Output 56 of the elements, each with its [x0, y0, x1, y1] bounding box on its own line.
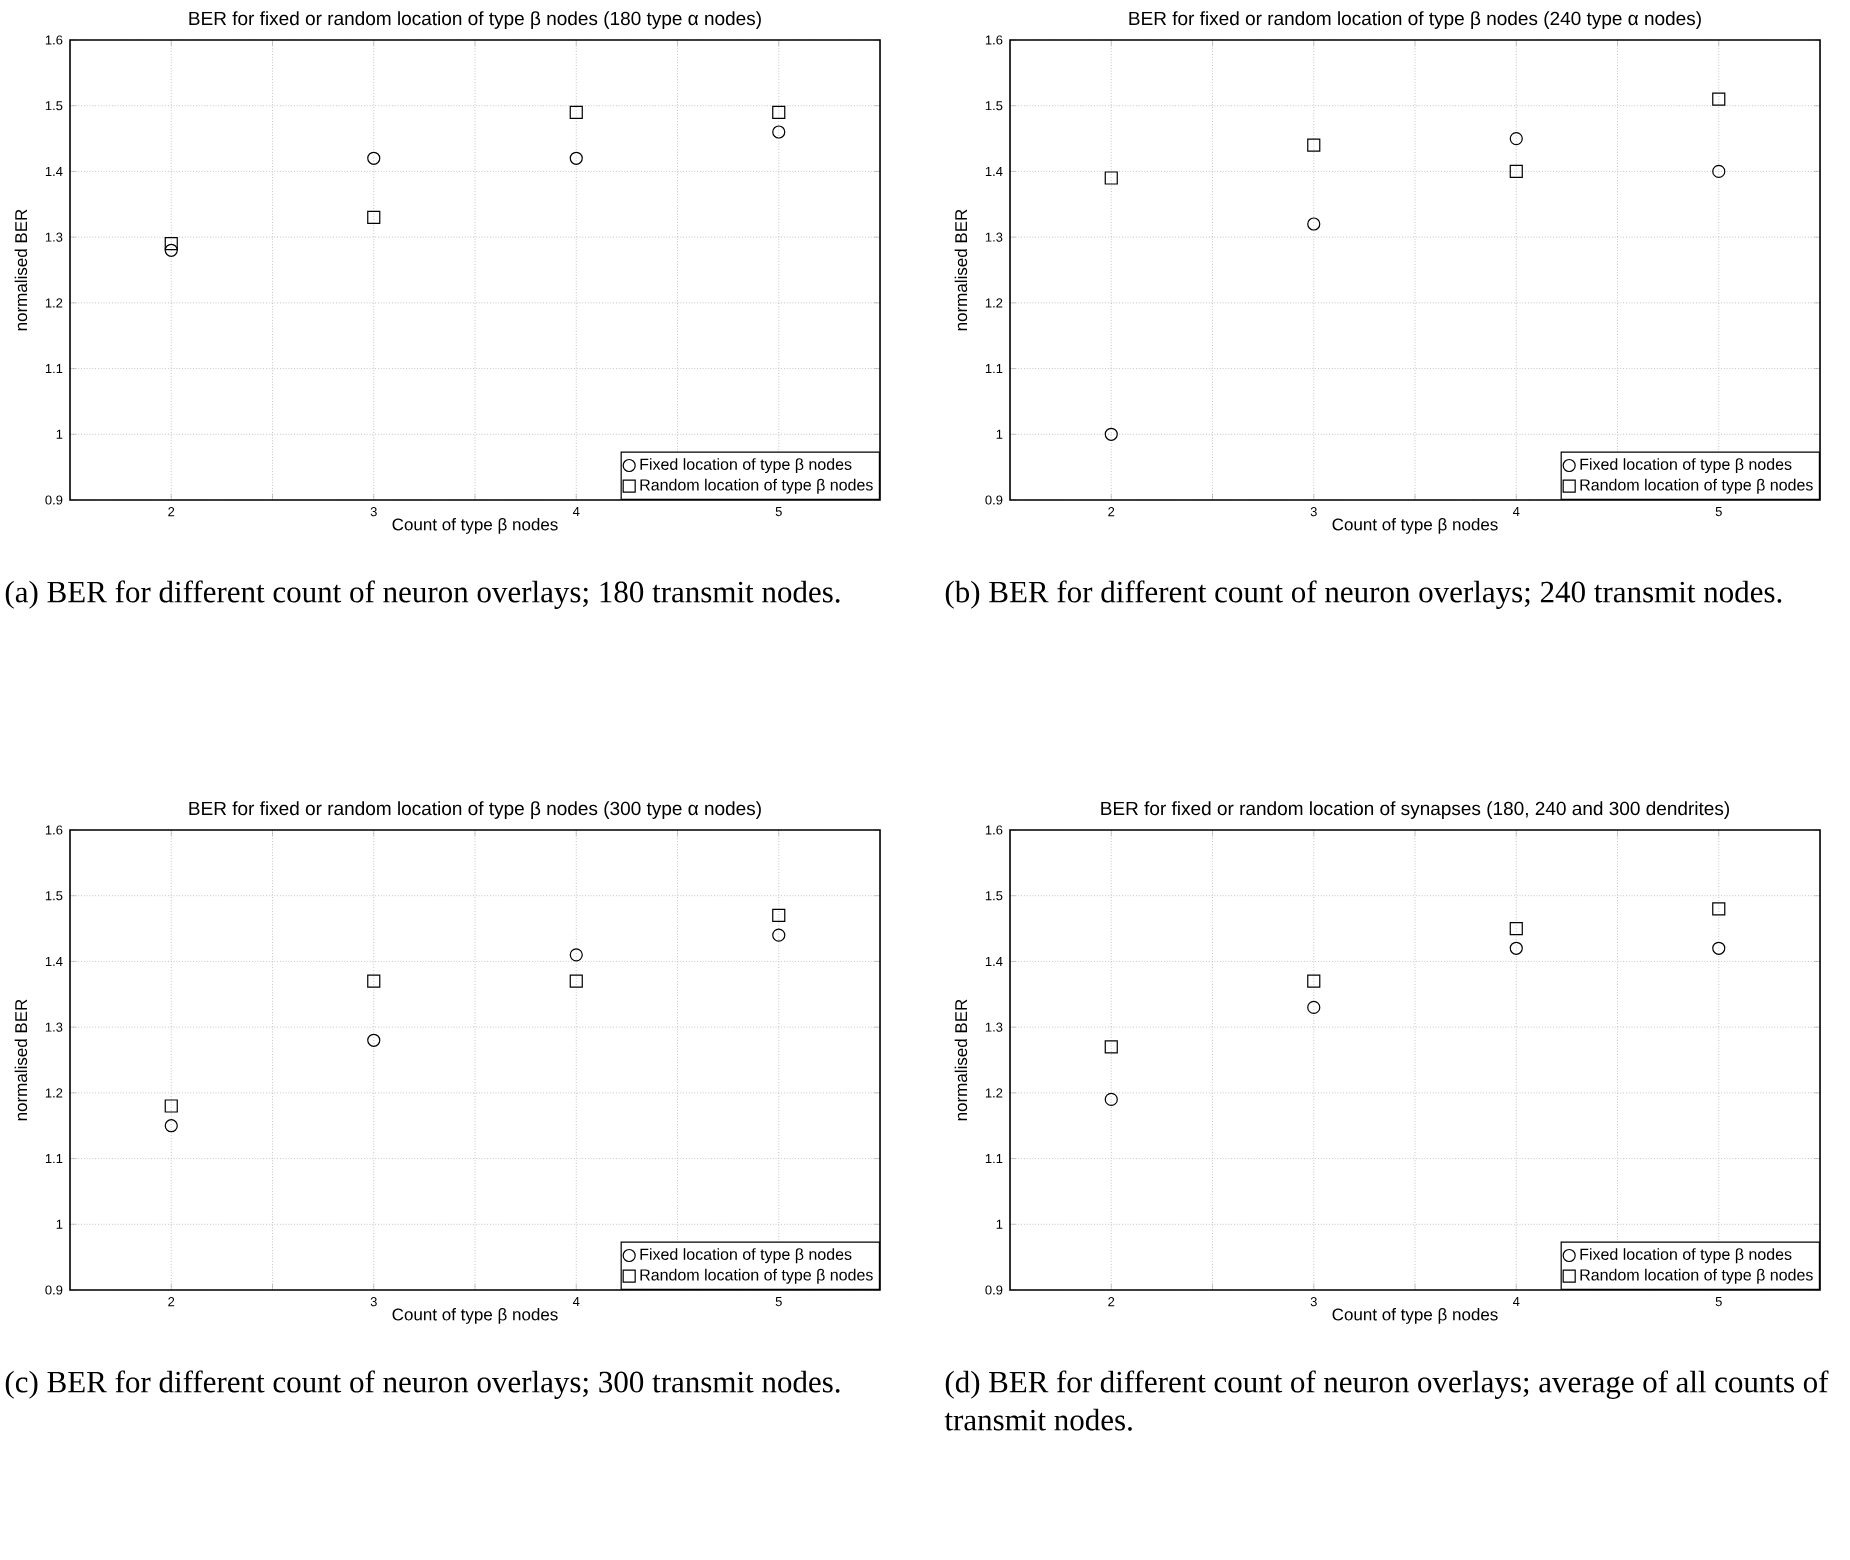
text: (a) BER for different count of neuron overlays; 180 transmit nodes.: [5, 580, 840, 609]
point: [1509, 131, 1523, 146]
point: [367, 1033, 381, 1047]
legend-label: Fixed location of type β nodes: [1580, 458, 1792, 474]
legend-label: Random location of type β nodes: [1580, 478, 1813, 494]
chart-title: BER for fixed or random location of synapses (180, 240 and 300 dendrites): [1101, 801, 1729, 819]
text: (b) BER for different count of neuron overlays; 240 transmit nodes.: [945, 580, 1782, 609]
y-axis-title: normalised BER: [14, 999, 28, 1121]
point: [1307, 974, 1321, 988]
point: [1104, 171, 1118, 185]
point: [1104, 1092, 1118, 1107]
legend-label: Random location of type β nodes: [640, 1268, 873, 1284]
point: [1712, 902, 1726, 916]
point: [1509, 921, 1523, 936]
point: [1104, 1040, 1118, 1054]
x-axis-title: Count of type β nodes: [1332, 517, 1498, 534]
y-axis-title: normalised BER: [954, 209, 968, 331]
point: [164, 243, 178, 257]
legend-label: Fixed location of type β nodes: [640, 458, 852, 474]
point: [569, 974, 583, 988]
legend-label: Random location of type β nodes: [640, 478, 873, 494]
point: [569, 948, 583, 962]
chart-title: BER for fixed or random location of type β nodes (180 type α nodes): [189, 11, 761, 29]
y-axis-title: normalised BER: [954, 999, 968, 1121]
point: [367, 210, 381, 225]
point: [569, 151, 583, 165]
legend-label: Fixed location of type β nodes: [640, 1248, 852, 1264]
point: [1104, 427, 1118, 441]
point: [772, 908, 786, 923]
point: [1509, 941, 1523, 955]
point: [772, 928, 786, 942]
point: [164, 237, 178, 251]
text: (d) BER for different count of neuron overlays; average of all counts of transmit nodes.: [944, 1370, 1829, 1431]
x-axis-title: Count of type β nodes: [392, 517, 558, 534]
chart-title: BER for fixed or random location of type β nodes (300 type α nodes): [189, 801, 761, 819]
point: [1307, 217, 1321, 231]
point: [1712, 92, 1726, 106]
point: [1509, 164, 1523, 179]
y-axis-title: normalised BER: [14, 209, 28, 331]
point: [367, 974, 381, 988]
point: [1307, 1000, 1321, 1015]
legend-label: Random location of type β nodes: [1580, 1268, 1813, 1284]
legend-label: Fixed location of type β nodes: [1580, 1248, 1792, 1264]
chart-title: BER for fixed or random location of type β nodes (240 type α nodes): [1129, 11, 1701, 29]
point: [569, 105, 583, 119]
x-axis-title: Count of type β nodes: [392, 1307, 558, 1324]
point: [1307, 138, 1321, 152]
point: [772, 105, 786, 119]
point: [1712, 941, 1726, 955]
x-axis-title: Count of type β nodes: [1332, 1307, 1498, 1324]
point: [1712, 164, 1726, 179]
text: (c) BER for different count of neuron overlays; 300 transmit nodes.: [5, 1370, 840, 1399]
point: [772, 125, 786, 139]
point: [164, 1099, 178, 1113]
point: [367, 151, 381, 165]
point: [164, 1119, 178, 1133]
